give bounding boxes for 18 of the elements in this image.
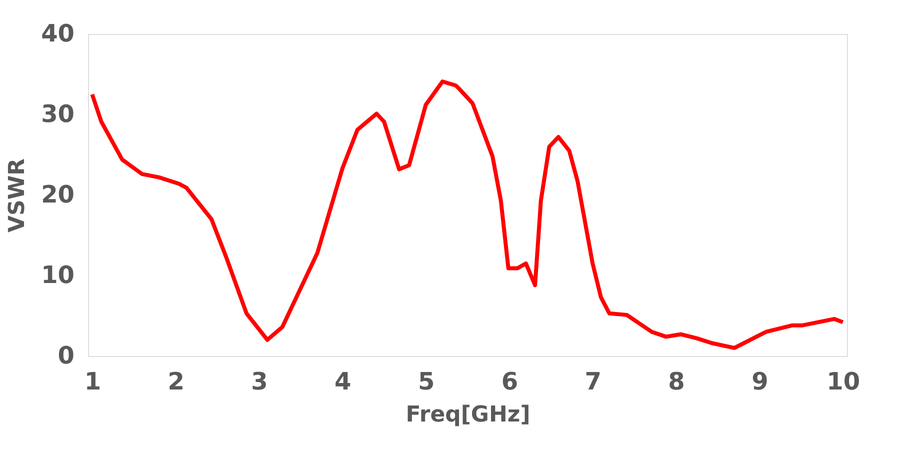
y-tick-label: 20: [41, 180, 74, 208]
x-tick-label: 8: [668, 368, 685, 396]
x-tick-label: 9: [752, 368, 768, 396]
line-series: [90, 79, 845, 350]
y-tick-label: 10: [41, 261, 74, 289]
x-tick-label: 7: [584, 368, 602, 396]
x-tick-label: 2: [168, 368, 184, 396]
x-tick-label: 4: [334, 368, 352, 396]
x-tick-label: 10: [826, 368, 860, 396]
y-tick-label: 30: [41, 100, 74, 128]
y-tick-label: 0: [58, 342, 74, 370]
x-axis-title: Freq[GHz]: [406, 402, 530, 428]
x-tick-label: 1: [84, 368, 102, 396]
x-tick-label: 3: [251, 368, 268, 396]
y-tick-label: 40: [41, 20, 74, 48]
y-axis-title: VSWR: [5, 158, 30, 233]
x-tick-label: 5: [418, 368, 435, 396]
x-tick-label: 6: [501, 368, 518, 396]
